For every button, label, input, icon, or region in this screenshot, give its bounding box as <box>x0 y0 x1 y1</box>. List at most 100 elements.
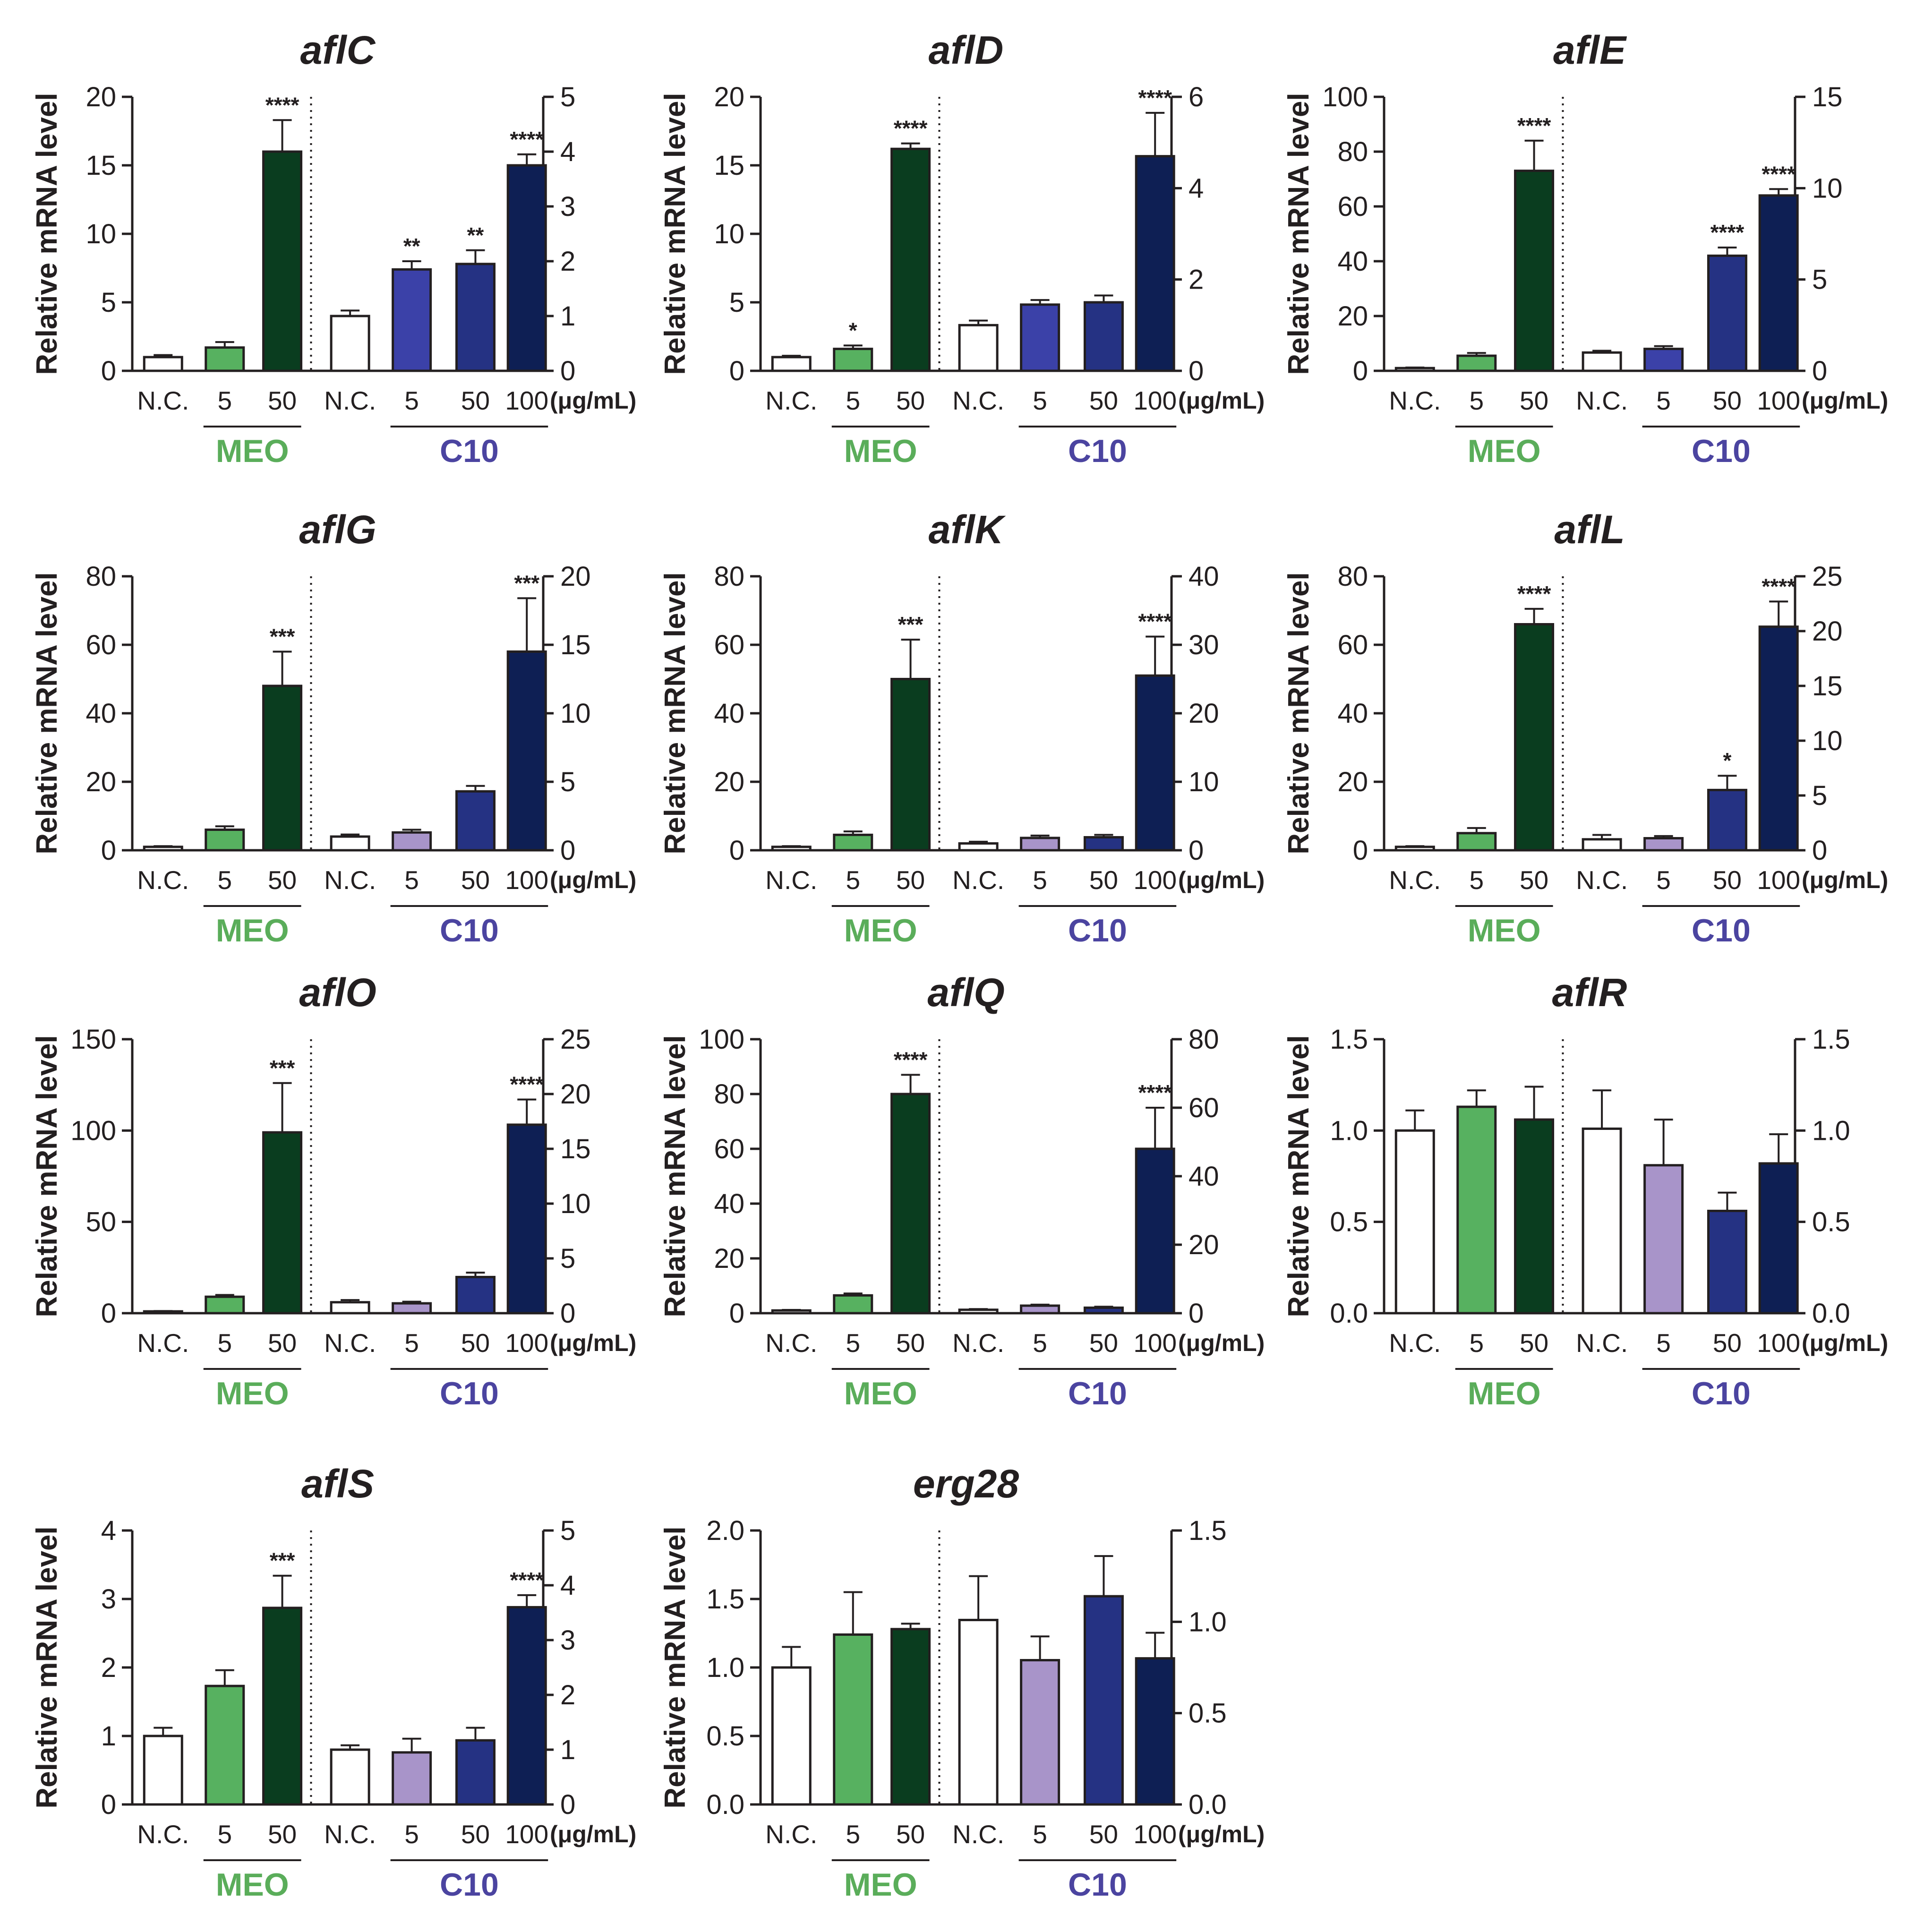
unit-label: (μg/mL) <box>1802 1330 1888 1356</box>
bar-c10-5 <box>1643 1164 1684 1315</box>
bar-c10-100 <box>1758 625 1799 852</box>
category-label: 5 <box>217 1820 232 1849</box>
bar-c10-5 <box>392 1302 432 1315</box>
bar-c10-100 <box>1758 1162 1799 1315</box>
category-label: N.C. <box>765 865 817 895</box>
unit-label: (μg/mL) <box>550 387 636 414</box>
left-tick-label: 50 <box>86 1207 116 1238</box>
left-tick-label: 40 <box>714 698 744 729</box>
left-tick-label: 60 <box>714 630 744 660</box>
bar-meo-5 <box>205 1684 245 1806</box>
category-label: N.C. <box>324 1328 376 1358</box>
category-label: N.C. <box>765 1820 817 1849</box>
left-tick-label: 0.0 <box>1330 1298 1368 1329</box>
group-label-c10: C10 <box>1068 1376 1127 1411</box>
bar-meo-nc <box>143 846 183 852</box>
left-tick-label: 80 <box>86 561 116 592</box>
bar-meo-50 <box>890 1628 931 1806</box>
bar-c10-50 <box>455 1275 496 1315</box>
y-axis-label: Relative mRNA level <box>31 1035 63 1317</box>
right-tick-label: 25 <box>1812 561 1843 592</box>
left-tick-label: 0 <box>1353 356 1368 386</box>
y-axis-label: Relative mRNA level <box>31 572 63 854</box>
bar-c10-50 <box>1707 254 1747 372</box>
bar-c10-nc <box>330 315 370 372</box>
right-tick-label: 0.0 <box>1812 1298 1850 1329</box>
bar-meo-nc <box>771 1309 812 1315</box>
group-label-meo: MEO <box>216 1376 289 1411</box>
bar-c10-50 <box>1083 301 1124 372</box>
category-label: N.C. <box>137 1820 189 1849</box>
right-tick-label: 0 <box>560 835 575 866</box>
left-tick-label: 40 <box>1337 698 1368 729</box>
left-tick-label: 20 <box>86 82 116 112</box>
bar-c10-nc <box>958 1618 999 1806</box>
category-label: 50 <box>1520 1328 1548 1358</box>
right-tick-label: 3 <box>560 1625 575 1656</box>
right-tick-label: 15 <box>1812 671 1843 701</box>
bar-c10-50 <box>455 1739 496 1806</box>
significance-label: * <box>849 318 857 342</box>
bar-c10-5 <box>1020 1659 1060 1806</box>
right-tick-label: 2 <box>560 1680 575 1710</box>
right-tick-label: 40 <box>1189 1161 1219 1192</box>
left-tick-label: 1.5 <box>706 1584 744 1615</box>
bar-c10-5 <box>392 831 432 852</box>
right-tick-label: 30 <box>1189 630 1219 660</box>
chart-title: aflK <box>929 507 1006 552</box>
left-tick-label: 80 <box>1337 561 1368 592</box>
group-label-meo: MEO <box>844 1867 917 1903</box>
group-label-meo: MEO <box>1468 913 1541 949</box>
significance-label: **** <box>894 116 928 141</box>
panel-afld: aflD Relative mRNA level 0 5 10 15 20 0 2 4 6 N.C. *… <box>659 28 1265 469</box>
significance-label: **** <box>1138 609 1172 634</box>
right-tick-label: 5 <box>560 82 575 112</box>
left-tick-label: 100 <box>1322 82 1368 112</box>
significance-label: **** <box>265 93 299 117</box>
right-tick-label: 2 <box>560 246 575 277</box>
category-label: 50 <box>896 386 925 415</box>
bar-c10-nc <box>1582 838 1622 852</box>
category-label: 100 <box>505 386 548 415</box>
panel-aflq: aflQ Relative mRNA level 0 20 40 60 80 100 0 20 40… <box>659 970 1265 1411</box>
panel-erg28: erg28 Relative mRNA level 0.0 0.5 1.0 1.5 2.0 0… <box>659 1462 1265 1903</box>
right-tick-label: 60 <box>1189 1093 1219 1123</box>
bar-c10-100 <box>1135 1147 1175 1315</box>
bar-c10-nc <box>330 1301 370 1315</box>
category-label: 5 <box>1033 865 1047 895</box>
group-label-c10: C10 <box>440 433 499 469</box>
right-tick-label: 20 <box>1189 1230 1219 1260</box>
group-label-c10: C10 <box>1692 1376 1751 1411</box>
left-tick-label: 0 <box>729 1298 744 1329</box>
group-label-c10: C10 <box>440 913 499 949</box>
category-label: 50 <box>461 1820 490 1849</box>
bar-meo-5 <box>1456 354 1497 372</box>
category-label: N.C. <box>137 1328 189 1358</box>
bar-c10-5 <box>392 1751 432 1806</box>
right-tick-label: 20 <box>1812 616 1843 647</box>
category-label: 5 <box>1656 1328 1671 1358</box>
bar-c10-nc <box>330 835 370 852</box>
left-tick-label: 0 <box>1353 835 1368 866</box>
left-tick-label: 20 <box>714 1243 744 1274</box>
right-tick-label: 10 <box>560 698 591 729</box>
right-tick-label: 80 <box>1189 1024 1219 1055</box>
right-tick-label: 0 <box>560 1298 575 1329</box>
chart-title: aflO <box>299 970 376 1015</box>
left-tick-label: 0 <box>101 1298 116 1329</box>
left-tick-label: 10 <box>714 219 744 249</box>
bar-c10-50 <box>1707 788 1747 852</box>
right-tick-label: 5 <box>560 1515 575 1546</box>
right-tick-label: 10 <box>1812 173 1843 204</box>
y-axis-label: Relative mRNA level <box>659 1035 692 1317</box>
category-label: 100 <box>505 1328 548 1358</box>
group-label-c10: C10 <box>1068 913 1127 949</box>
bar-c10-50 <box>1083 1306 1124 1315</box>
right-tick-label: 1 <box>560 1735 575 1765</box>
chart-title: aflC <box>300 28 376 72</box>
significance-label: *** <box>898 612 924 637</box>
bar-meo-50 <box>1514 623 1555 852</box>
category-label: 100 <box>505 865 548 895</box>
bar-c10-100 <box>1135 155 1175 372</box>
category-label: 50 <box>896 1820 925 1849</box>
